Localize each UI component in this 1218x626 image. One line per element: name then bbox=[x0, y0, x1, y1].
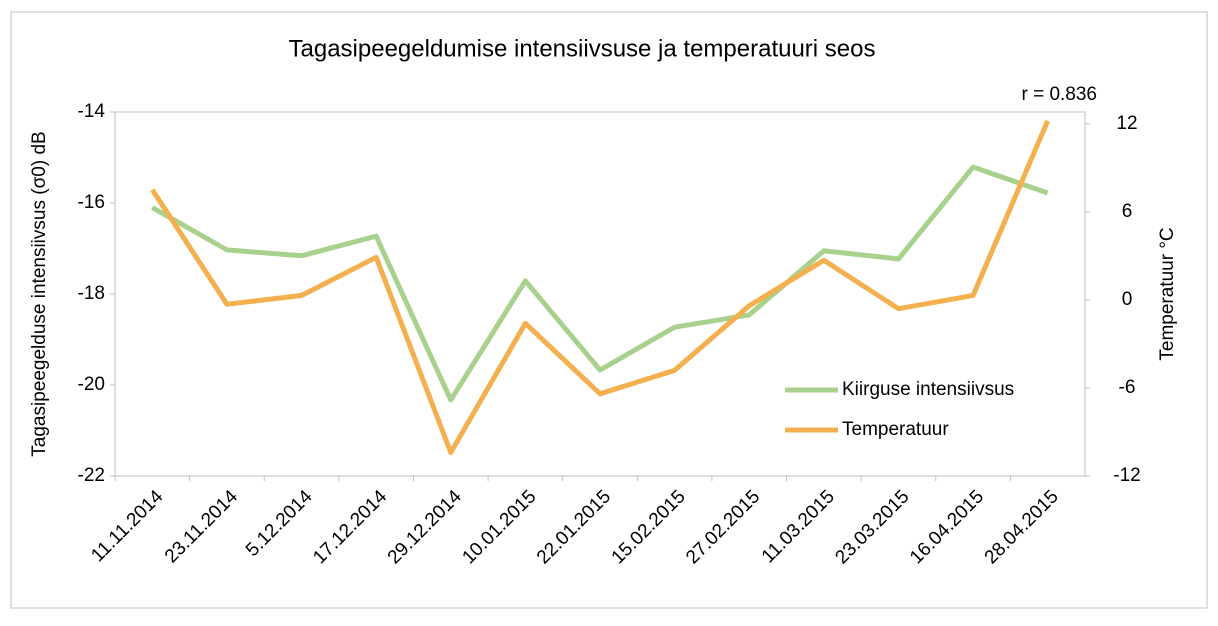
y-tick-label: -16 bbox=[78, 192, 105, 213]
annotation: r = 0.836 bbox=[1021, 84, 1097, 105]
chart-title: Tagasipeegeldumise intensiivsuse ja temp… bbox=[289, 35, 876, 62]
y2-tick-label: 0 bbox=[1122, 289, 1133, 310]
legend-label: Temperatuur bbox=[842, 419, 949, 440]
series-line bbox=[150, 119, 1050, 456]
y2-tick-label: -6 bbox=[1119, 377, 1136, 398]
y2-tick-label: 12 bbox=[1116, 113, 1137, 134]
series-line bbox=[151, 164, 1049, 403]
y-tick-label: -18 bbox=[78, 283, 105, 304]
y2-axis-label: Temperatuur °C bbox=[1157, 227, 1178, 360]
y2-tick-label: -12 bbox=[1113, 465, 1140, 486]
y2-tick-label: 6 bbox=[1122, 201, 1133, 222]
legend-label: Kiirguse intensiivsus bbox=[842, 379, 1014, 400]
y-tick-label: -20 bbox=[78, 374, 105, 395]
chart-frame bbox=[10, 11, 1208, 609]
y-tick-label: -22 bbox=[78, 465, 105, 486]
y-axis-label: Tagasipeegelduse intensiivsus (σ0) dB bbox=[29, 131, 50, 456]
y-tick-label: -14 bbox=[78, 101, 106, 122]
